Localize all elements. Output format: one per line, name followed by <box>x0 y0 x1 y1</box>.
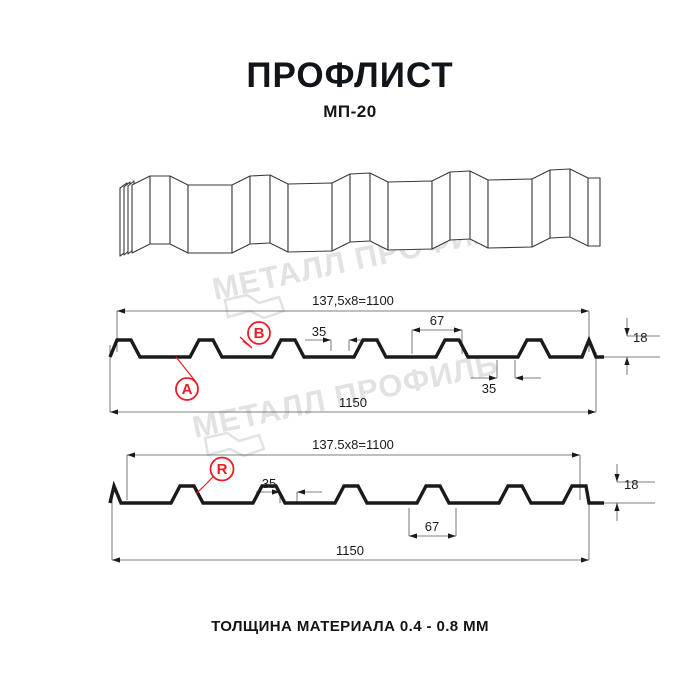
dimension-rib-width-lower-label: 35 <box>262 476 276 491</box>
dimension-total-upper: 1150 <box>110 395 596 415</box>
dimension-valley-width-lower-label: 67 <box>425 519 439 534</box>
dimension-module-upper: 137,5x8=1100 <box>117 293 589 314</box>
profile-outline-lower <box>108 480 604 505</box>
marker-b-label: B <box>254 325 265 342</box>
dimension-total-lower-label: 1150 <box>336 543 364 558</box>
dimension-rib-width-upper-label: 35 <box>312 324 326 339</box>
marker-r-label: R <box>217 461 228 478</box>
dimension-valley-width-lower: 67 <box>408 508 457 539</box>
dimension-rib-width-lower: 35 <box>256 476 322 503</box>
marker-b: B <box>239 321 271 349</box>
dimension-total-lower: 1150 <box>112 543 589 563</box>
dimension-rib-width-lower-upper: 35 <box>471 360 541 396</box>
dimension-module-upper-label: 137,5x8=1100 <box>312 293 394 308</box>
dimension-valley-width-upper-label: 67 <box>430 313 444 328</box>
dimension-rib-width-lower-upper-label: 35 <box>482 381 496 396</box>
cross-section-upper: 137,5x8=1100 1150 35 67 <box>108 293 660 415</box>
profile-outline-upper <box>108 335 604 359</box>
marker-a: A <box>175 356 199 401</box>
dimension-module-lower: 137.5x8=1100 <box>127 437 580 458</box>
dimension-height-lower: 18 <box>614 464 638 521</box>
iso-corrugation-set <box>131 168 601 254</box>
page-subtitle: МП-20 <box>323 102 377 121</box>
marker-a-label: A <box>182 381 193 398</box>
dimension-height-upper-label: 18 <box>633 330 647 345</box>
page-title: ПРОФЛИСТ <box>246 56 454 95</box>
dimension-module-lower-label: 137.5x8=1100 <box>312 437 394 452</box>
dimension-valley-width-upper: 67 <box>411 313 463 354</box>
dimension-rib-width-upper: 35 <box>305 324 375 351</box>
marker-r: R <box>195 456 235 495</box>
isometric-profile-view <box>119 168 601 257</box>
dimension-height-upper: 18 <box>624 318 647 375</box>
extension-lines <box>111 455 655 560</box>
cross-section-lower: 137.5x8=1100 1150 35 67 <box>108 437 655 563</box>
material-thickness-caption: ТОЛЩИНА МАТЕРИАЛА 0.4 - 0.8 ММ <box>211 618 489 635</box>
dimension-total-upper-label: 1150 <box>339 395 367 410</box>
dimension-height-lower-label: 18 <box>624 477 638 492</box>
